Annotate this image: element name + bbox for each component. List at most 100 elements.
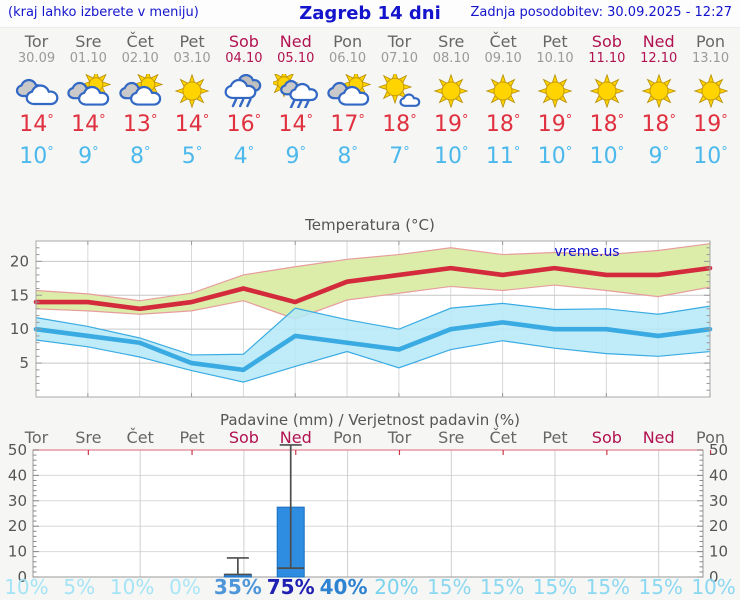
max-temperature: 14°: [19, 112, 54, 137]
sun-icon: [475, 73, 531, 109]
day-name: Pet: [542, 32, 568, 51]
day-date: 01.10: [69, 51, 107, 66]
forecast-day-tor-07.10: Tor 07.10 18° 7°: [371, 33, 427, 173]
precipitation-probability: 40%: [319, 575, 368, 599]
precipitation-chart-title: Padavine (mm) / Verjetnost padavin (%): [220, 411, 520, 429]
forecast-day-pet-03.10: Pet 03.10 14° 5°: [164, 33, 220, 173]
day-date: 30.09: [17, 51, 56, 66]
max-temperature: 19°: [537, 112, 573, 137]
max-temperature: 19°: [693, 112, 728, 137]
day-name: Tor: [387, 32, 412, 51]
day-name: Pon: [333, 32, 363, 51]
forecast-day-sre-08.10: Sre 08.10 19° 10°: [423, 33, 479, 173]
sun-cloud-icon: [112, 69, 168, 108]
day-date: 03.10: [173, 51, 211, 66]
max-temperature: 18°: [485, 112, 521, 137]
min-temperature: 9°: [648, 144, 669, 169]
sun-icon: [579, 73, 635, 109]
min-temperature: 11°: [485, 144, 521, 169]
svg-text:5: 5: [19, 354, 29, 372]
temperature-chart-title: Temperatura (°C): [305, 216, 435, 234]
sun-icon: [527, 73, 583, 109]
precipitation-probability: 15%: [638, 575, 683, 599]
max-temperature: 18°: [641, 112, 676, 137]
svg-text:30: 30: [709, 492, 728, 510]
day-date: 05.10: [277, 51, 315, 66]
min-temperature: 8°: [337, 144, 358, 169]
min-temperature: 10°: [537, 144, 573, 169]
min-temperature: 10°: [589, 144, 625, 169]
min-temperature: 10°: [434, 144, 469, 169]
precipitation-probability: 10%: [691, 575, 736, 599]
max-temperature: 14°: [278, 112, 314, 137]
day-name: Ned: [642, 32, 675, 51]
precipitation-probability: 15%: [532, 575, 578, 599]
forecast-day-ned-12.10: Ned 12.10 18° 9°: [631, 33, 687, 173]
max-temperature: 13°: [122, 112, 158, 137]
day-date: 06.10: [328, 51, 367, 66]
day-date: 08.10: [432, 51, 470, 66]
svg-text:20: 20: [8, 517, 27, 535]
svg-text:10: 10: [8, 543, 27, 561]
day-name: Čet: [126, 32, 154, 51]
last-update-text: Zadnja posodobitev: 30.09.2025 - 12:27: [470, 5, 732, 20]
day-date: 11.10: [588, 51, 626, 66]
precipitation-probability: 15%: [427, 575, 472, 599]
location-menu-hint: (kraj lahko izberete v meniju): [8, 5, 199, 20]
precipitation-probability: 15%: [479, 575, 525, 599]
max-temperature: 19°: [434, 112, 469, 137]
min-temperature: 7°: [389, 144, 410, 169]
svg-text:0: 0: [17, 568, 27, 585]
rain-icon: [216, 73, 272, 108]
sun-icon: [423, 73, 479, 109]
day-name: Pet: [179, 32, 205, 51]
sun-icon: [164, 73, 220, 109]
sun-cloud-rain-icon: [268, 68, 324, 109]
day-name: Sre: [438, 32, 465, 51]
sun-small-cloud-icon: [371, 69, 427, 108]
precipitation-probability: 0%: [169, 575, 201, 599]
svg-text:50: 50: [709, 442, 728, 459]
day-name: Čet: [489, 32, 517, 51]
max-temperature: 18°: [382, 112, 417, 137]
precipitation-probability: 5%: [63, 575, 96, 599]
precipitation-probability: 35%: [213, 575, 262, 599]
forecast-day-tor-30.09: Tor 30.09 14° 10°: [9, 33, 65, 173]
forecast-day-pon-13.10: Pon 13.10 19° 10°: [683, 33, 739, 173]
precip-day-label: Čet: [126, 428, 154, 447]
max-temperature: 18°: [589, 112, 625, 137]
svg-text:20: 20: [10, 252, 29, 270]
precip-day-label: Sre: [438, 428, 465, 447]
max-temperature: 17°: [330, 112, 365, 137]
forecast-day-sob-11.10: Sob 11.10 18° 10°: [579, 33, 635, 173]
min-temperature: 4°: [233, 144, 255, 169]
precip-day-label: Pon: [333, 428, 363, 447]
max-temperature: 14°: [174, 112, 210, 137]
precipitation-probability-row: 10% 5% 10% 0% 35% 75% 40% 20% 15% 15% 15% 15% 15% 10%: [0, 575, 740, 600]
day-date: 12.10: [640, 51, 678, 66]
header-band: [0, 0, 740, 28]
min-temperature: 10°: [693, 144, 728, 169]
precip-day-label: Pon: [696, 428, 726, 447]
precipitation-probability: 15%: [585, 575, 631, 599]
day-name: Sob: [591, 32, 622, 51]
precip-day-label: Sre: [75, 428, 102, 447]
day-date: 07.10: [380, 51, 419, 66]
svg-text:50: 50: [8, 442, 27, 459]
precipitation-day-axis: Tor Sre Čet Pet Sob Ned Pon Tor Sre Čet Pet Sob Ned P…: [0, 428, 740, 447]
forecast-day-čet-02.10: Čet 02.10 13° 8°: [112, 33, 168, 173]
precip-day-label: Ned: [279, 428, 312, 447]
svg-text:40: 40: [709, 466, 728, 484]
forecast-day-sob-04.10: Sob 04.10 16° 4°: [216, 33, 272, 173]
min-temperature: 9°: [78, 144, 99, 169]
watermark: vreme.us: [554, 244, 619, 260]
forecast-day-pet-10.10: Pet 10.10 19° 10°: [527, 33, 583, 173]
precip-day-label: Ned: [642, 428, 675, 447]
min-temperature: 9°: [285, 144, 307, 169]
sun-icon: [683, 73, 739, 109]
min-temperature: 8°: [129, 144, 151, 169]
day-date: 09.10: [484, 51, 522, 66]
cloudy-icon: [9, 74, 65, 108]
temperature-chart: 5 10 15 20 vreme.us: [10, 240, 713, 398]
day-date: 02.10: [121, 51, 159, 66]
